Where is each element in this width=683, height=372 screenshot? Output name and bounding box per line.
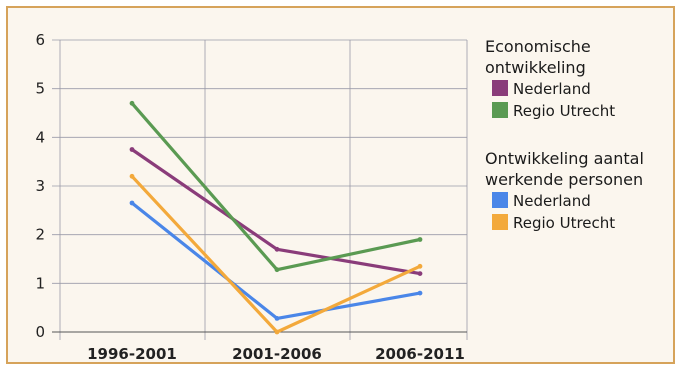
y-tick-label: 6 (35, 31, 45, 49)
x-tick-label: 1996-2001 (87, 345, 177, 363)
legend-item-label: Regio Utrecht (513, 102, 615, 120)
data-point (417, 237, 423, 242)
legend-group-title: ontwikkeling (485, 58, 586, 77)
legend-item-label: Nederland (513, 80, 591, 98)
data-point (417, 263, 423, 269)
data-point (129, 200, 135, 206)
legend-swatch (492, 102, 508, 118)
x-tick-label: 2006-2011 (375, 345, 465, 363)
y-tick-label: 3 (35, 177, 45, 195)
y-tick-label: 2 (35, 226, 45, 244)
legend-group-title: Ontwikkeling aantal (485, 149, 644, 168)
series-line-3 (130, 174, 422, 334)
data-point (274, 316, 280, 321)
data-point (129, 147, 135, 152)
legend: Economische ontwikkeling Nederland Regio Ut… (485, 37, 644, 232)
series-line-2 (130, 201, 422, 320)
series-layer (129, 100, 423, 335)
data-point (417, 271, 423, 276)
series-line-0 (130, 147, 422, 276)
data-point (129, 100, 135, 106)
legend-swatch (492, 214, 508, 230)
data-point (274, 267, 280, 273)
legend-swatch (492, 192, 508, 208)
legend-swatch (492, 80, 508, 96)
data-point (274, 329, 280, 335)
series-line-1 (130, 101, 422, 272)
legend-group-title: werkende personen (485, 170, 643, 189)
y-tick-label: 0 (35, 323, 45, 341)
legend-item-label: Regio Utrecht (513, 214, 615, 232)
y-tick-label: 4 (35, 128, 45, 146)
legend-group-title: Economische (485, 37, 591, 56)
y-tick-label: 1 (35, 274, 45, 292)
grid-layer (52, 39, 468, 340)
data-point (274, 246, 280, 252)
legend-item-label: Nederland (513, 192, 591, 210)
data-point (417, 290, 423, 296)
x-tick-label: 2001-2006 (232, 345, 322, 363)
data-point (129, 173, 135, 179)
y-tick-label: 5 (35, 80, 45, 98)
axis-layer: 0 1 2 3 4 5 6 1996-2001 2001-2006 2006-2011 (35, 31, 467, 363)
